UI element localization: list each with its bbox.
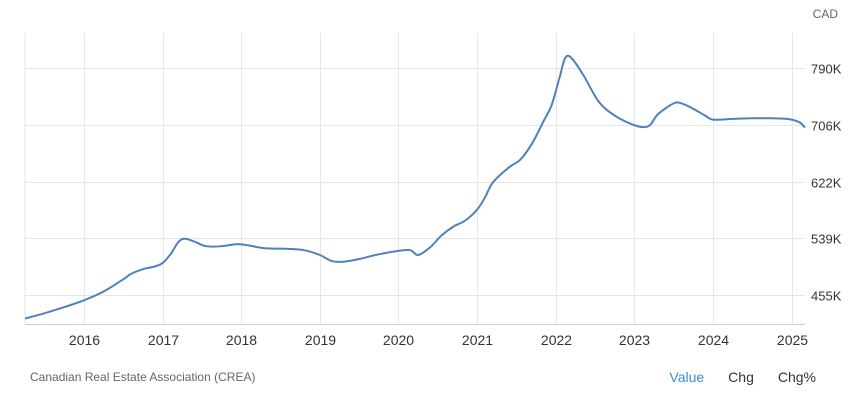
tab-value[interactable]: Value (669, 369, 705, 385)
y-tick-label: 706K (811, 119, 842, 134)
y-tick-label: 455K (811, 289, 842, 304)
x-tick-label: 2016 (69, 332, 100, 348)
x-tick-label: 2022 (541, 332, 572, 348)
series-line (24, 54, 806, 320)
x-tick-label: 2018 (226, 332, 257, 348)
x-tick-label: 2024 (698, 332, 729, 348)
tab-chg-percent[interactable]: Chg% (777, 369, 816, 385)
currency-unit-label: CAD (812, 7, 838, 21)
x-tick-label: 2025 (777, 332, 808, 348)
data-source-label: Canadian Real Estate Association (CREA) (30, 370, 256, 384)
chart-mode-toggles: Value Chg Chg% (669, 369, 816, 385)
x-tick-label: 2023 (619, 332, 650, 348)
y-tick-label: 790K (811, 62, 842, 77)
x-tick-label: 2021 (462, 332, 493, 348)
x-tick-label: 2019 (305, 332, 336, 348)
x-tick-label: 2017 (148, 332, 179, 348)
x-tick-label: 2020 (383, 332, 414, 348)
y-tick-label: 622K (811, 176, 842, 191)
tab-chg[interactable]: Chg (728, 369, 754, 385)
y-tick-label: 539K (811, 232, 842, 247)
